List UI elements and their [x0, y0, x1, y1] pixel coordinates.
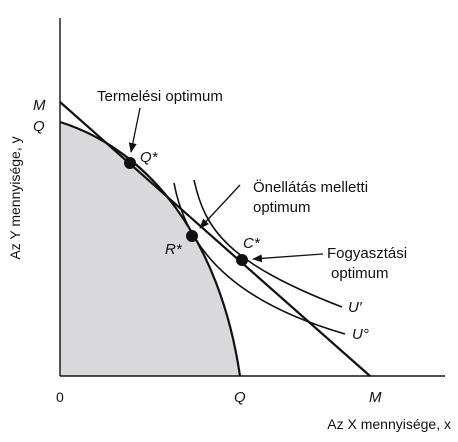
y-tick-m: M: [33, 97, 46, 114]
label-r-star: R*: [165, 241, 183, 258]
label-u-prime: U′: [348, 299, 363, 316]
x-tick-q: Q: [234, 389, 246, 406]
indifference-curve-u-prime: [193, 179, 343, 308]
production-frontier: [59, 120, 242, 377]
point-q-star: [124, 157, 136, 169]
price-line: [59, 101, 371, 377]
y-axis-label: Az Y mennyisége, y: [7, 136, 23, 259]
x-axis-label: Az X mennyisége, x: [327, 416, 451, 432]
indifference-curve-u-zero: [173, 182, 346, 335]
annotation-consumption-line2: optimum: [331, 265, 389, 282]
arrow-consumption-optimum: [252, 253, 324, 263]
label-q-star: Q*: [140, 149, 159, 166]
annotation-autarky-line1: Önellátás melletti: [253, 178, 368, 196]
arrow-production-optimum: [128, 107, 141, 153]
point-c-star: [236, 254, 248, 266]
label-c-star: C*: [243, 235, 261, 252]
feasible-region: [60, 122, 240, 376]
arrow-autarky-optimum: [199, 184, 241, 229]
annotation-autarky-line2: optimum: [253, 199, 311, 216]
origin-label: 0: [56, 389, 64, 405]
y-tick-q: Q: [33, 118, 45, 135]
point-r-star: [186, 230, 198, 242]
label-u-zero: U°: [352, 326, 369, 343]
annotation-production-optimum: Termelési optimum: [97, 88, 223, 105]
x-tick-m: M: [369, 389, 382, 406]
annotation-consumption-line1: Fogyasztási: [327, 245, 407, 262]
